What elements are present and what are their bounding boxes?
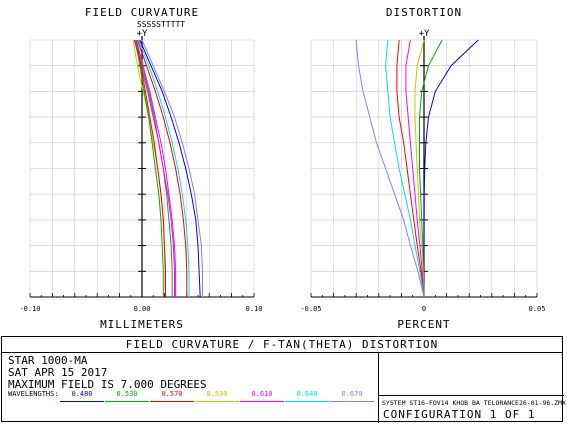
wavelength-swatch <box>60 401 104 402</box>
field-curvature-title: FIELD CURVATURE <box>85 6 199 19</box>
distortion-series-line <box>385 39 425 298</box>
distortion-series-line <box>414 39 425 298</box>
distortion-x-tick-label: 0.05 <box>529 305 546 313</box>
field-curvature-series-line <box>141 39 203 297</box>
distortion-axis-marker: +Y <box>419 29 430 39</box>
info-line-max-field: MAXIMUM FIELD IS 7.000 DEGREES <box>8 378 207 391</box>
field-curvature-x-tick-label: 0.10 <box>246 305 263 313</box>
field-curvature-x-tick-label: -0.10 <box>19 305 40 313</box>
wavelength-value: 0.590 <box>206 390 228 398</box>
field-curvature-x-ticks: -0.10 0.00 0.10 <box>19 305 262 313</box>
field-curvature-series-line <box>135 39 166 297</box>
distortion-series-line <box>419 39 443 298</box>
wavelength-item: 0.530 <box>105 390 149 402</box>
field-curvature-series-line <box>134 39 164 297</box>
info-line-system-name: STAR 1000-MA <box>8 354 88 367</box>
wavelength-value: 0.670 <box>341 390 363 398</box>
distortion-series-line <box>396 39 425 298</box>
distortion-series-line <box>355 39 425 298</box>
wavelength-item: 0.640 <box>285 390 329 402</box>
wavelength-value: 0.570 <box>161 390 183 398</box>
field-curvature-axis-marker: +Y <box>137 29 148 39</box>
wavelength-value: 0.640 <box>296 390 318 398</box>
field-curvature-series-line <box>139 39 201 298</box>
plot-banner-title: FIELD CURVATURE / F-TAN(THETA) DISTORTIO… <box>2 337 562 353</box>
distortion-x-ticks: -0.05 0 0.05 <box>300 305 545 313</box>
system-info-block: STAR 1000-MA SAT APR 15 2017 MAXIMUM FIE… <box>8 355 207 391</box>
wavelength-value: 0.530 <box>116 390 138 398</box>
field-curvature-x-tick-label: 0.00 <box>134 305 151 313</box>
field-curvature-series-line <box>133 39 175 297</box>
wavelength-item: 0.590 <box>195 390 239 402</box>
distortion-x-tick-label: -0.05 <box>300 305 321 313</box>
distortion-series-line <box>405 39 425 298</box>
wavelength-item: 0.570 <box>150 390 194 402</box>
field-curvature-series-line <box>135 39 177 297</box>
field-curvature-xlabel: MILLIMETERS <box>100 318 184 331</box>
wavelength-value: 0.480 <box>71 390 93 398</box>
wavelength-swatch <box>150 401 194 402</box>
wavelength-value: 0.610 <box>251 390 273 398</box>
distortion-series <box>355 39 479 298</box>
wavelength-item: 0.610 <box>240 390 284 402</box>
field-curvature-series-line <box>138 39 190 297</box>
wavelength-swatch <box>105 401 149 402</box>
field-curvature-series <box>132 39 203 298</box>
field-curvature-grid <box>29 36 255 298</box>
wavelength-swatch <box>330 401 374 402</box>
wavelength-swatch <box>195 401 239 402</box>
wavelengths-label: WAVELENGTHS: <box>8 390 59 398</box>
distortion-xlabel: PERCENT <box>397 318 450 331</box>
configuration-box: SYSTEM ST16-FOV14 KHOB BA TELORANCE26-01… <box>378 353 566 423</box>
system-file-name: SYSTEM ST16-FOV14 KHOB BA TELORANCE26-01… <box>379 395 566 407</box>
field-curvature-legend-letters: SSSSSTTTTT <box>137 20 185 29</box>
configuration-label: CONFIGURATION 1 OF 1 <box>383 408 536 421</box>
distortion-series-line <box>423 39 479 297</box>
wavelength-swatch <box>240 401 284 402</box>
wavelength-swatch <box>285 401 329 402</box>
footer-info-panel: FIELD CURVATURE / F-TAN(THETA) DISTORTIO… <box>1 336 566 423</box>
wavelength-item: 0.480 <box>60 390 104 402</box>
field-curvature-series-line <box>137 39 188 297</box>
distortion-x-tick-label: 0 <box>422 305 426 313</box>
info-line-date: SAT APR 15 2017 <box>8 366 108 379</box>
distortion-title: DISTORTION <box>386 6 462 19</box>
wavelength-item: 0.670 <box>330 390 374 402</box>
